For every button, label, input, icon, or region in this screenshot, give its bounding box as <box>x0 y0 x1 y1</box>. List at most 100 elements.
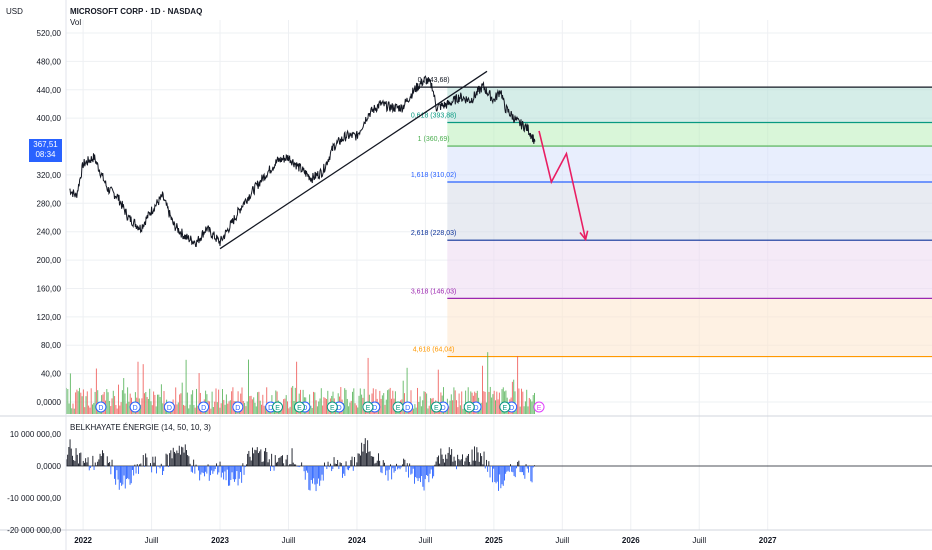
volume-bar <box>177 402 179 414</box>
volume-bar <box>245 406 247 414</box>
volume-bar <box>72 403 74 414</box>
fib-level-label: 0,618 (393,88) <box>411 112 457 119</box>
volume-bar <box>92 404 93 414</box>
oscillator-bar <box>315 466 317 492</box>
volume-bar <box>67 389 69 414</box>
oscillator-bar <box>444 462 445 466</box>
volume-bar <box>228 401 230 414</box>
volume-bar <box>257 392 259 414</box>
oscillator-bar <box>85 458 87 466</box>
oscillator-bar <box>418 466 420 479</box>
oscillator-bar <box>304 466 306 480</box>
fib-zone <box>447 182 932 241</box>
volume-bar <box>261 404 262 414</box>
oscillator-bar <box>522 466 523 473</box>
volume-bar <box>323 397 325 414</box>
volume-bar <box>426 393 428 414</box>
y-tick-label: 160,00 <box>37 284 62 293</box>
symbol-title[interactable]: MICROSOFT CORP · 1D · NASDAQ <box>70 7 203 16</box>
oscillator-bar <box>128 466 130 480</box>
oscillator-bar <box>310 466 312 480</box>
volume-bar <box>327 390 329 414</box>
dividend-badge-label: D <box>474 405 479 412</box>
volume-bar <box>379 390 381 414</box>
volume-bar <box>212 407 214 414</box>
oscillator-bar <box>385 466 387 476</box>
volume-bar <box>310 405 312 414</box>
volume-bar <box>531 401 533 414</box>
oscillator-bar <box>139 464 141 466</box>
volume-bar <box>80 392 82 414</box>
volume-bar <box>517 356 519 414</box>
oscillator-bar <box>144 466 145 467</box>
volume-bar <box>367 357 369 414</box>
fib-level-label: 3,618 (146,03) <box>411 288 457 295</box>
oscillator-bar <box>207 464 209 466</box>
oscillator-bar <box>206 466 208 474</box>
earnings-badge-label: E <box>467 405 472 412</box>
volume-bar <box>189 404 191 414</box>
oscillator-bar <box>152 456 154 466</box>
oscillator-bar <box>328 466 330 468</box>
oscillator-bar <box>154 456 156 466</box>
earnings-badge-label: E <box>297 405 302 412</box>
oscillator-bar <box>232 466 234 480</box>
volume-bar <box>496 391 498 414</box>
oscillator-bar <box>408 466 409 478</box>
oscillator-bar <box>508 466 510 472</box>
oscillator-bar <box>109 461 111 466</box>
oscillator-bar <box>324 462 325 466</box>
volume-bar <box>311 407 313 414</box>
oscillator-bar <box>374 463 376 466</box>
volume-bar <box>184 405 186 414</box>
oscillator-bar <box>102 450 103 466</box>
volume-bar <box>437 369 439 414</box>
volume-bar <box>417 387 418 414</box>
oscillator-bar <box>514 466 516 478</box>
oscillator-bar <box>133 466 135 476</box>
y-tick-label: 440,00 <box>37 86 62 95</box>
volume-bar <box>90 388 92 414</box>
oscillator-bar <box>379 460 381 466</box>
oscillator-bar <box>487 466 489 472</box>
oscillator-bar <box>375 462 377 466</box>
oscillator-bar <box>214 466 216 470</box>
dividend-badge-label: D <box>509 405 514 412</box>
oscillator-bar <box>519 466 521 473</box>
volume-bar <box>241 387 243 414</box>
oscillator-bar <box>330 463 331 466</box>
volume-bar <box>391 398 392 414</box>
oscillator-bar <box>216 463 217 466</box>
oscillator-bar <box>409 463 411 466</box>
oscillator-bar <box>332 466 334 469</box>
oscillator-bar <box>180 454 181 466</box>
oscillator-bar <box>403 458 405 466</box>
volume-bar <box>319 398 321 414</box>
oscillator-bar <box>298 466 300 468</box>
oscillator-bar <box>361 442 363 466</box>
oscillator-bar <box>103 453 105 466</box>
volume-bar <box>112 390 114 414</box>
volume-bar <box>532 395 534 414</box>
volume-bar <box>414 404 416 414</box>
volume-bar <box>266 387 268 414</box>
volume-bar <box>497 399 499 414</box>
oscillator-bar <box>68 446 70 466</box>
oscillator-bar <box>448 447 450 466</box>
oscillator-bar <box>265 447 267 466</box>
volume-bar <box>428 405 430 414</box>
oscillator-bar <box>228 466 229 486</box>
oscillator-bar <box>510 464 511 466</box>
oscillator-bar <box>318 466 319 479</box>
dividend-badge <box>163 401 175 413</box>
oscillator-bar <box>135 466 137 474</box>
volume-bar <box>456 400 457 414</box>
oscillator-bar <box>325 466 327 467</box>
volume-bar <box>121 390 123 414</box>
price-badge: 367,51 08:34 <box>29 139 62 162</box>
oscillator-bar <box>399 466 401 470</box>
volume-bar <box>353 388 355 414</box>
volume-bar <box>418 401 420 414</box>
oscillator-bar <box>120 466 121 483</box>
